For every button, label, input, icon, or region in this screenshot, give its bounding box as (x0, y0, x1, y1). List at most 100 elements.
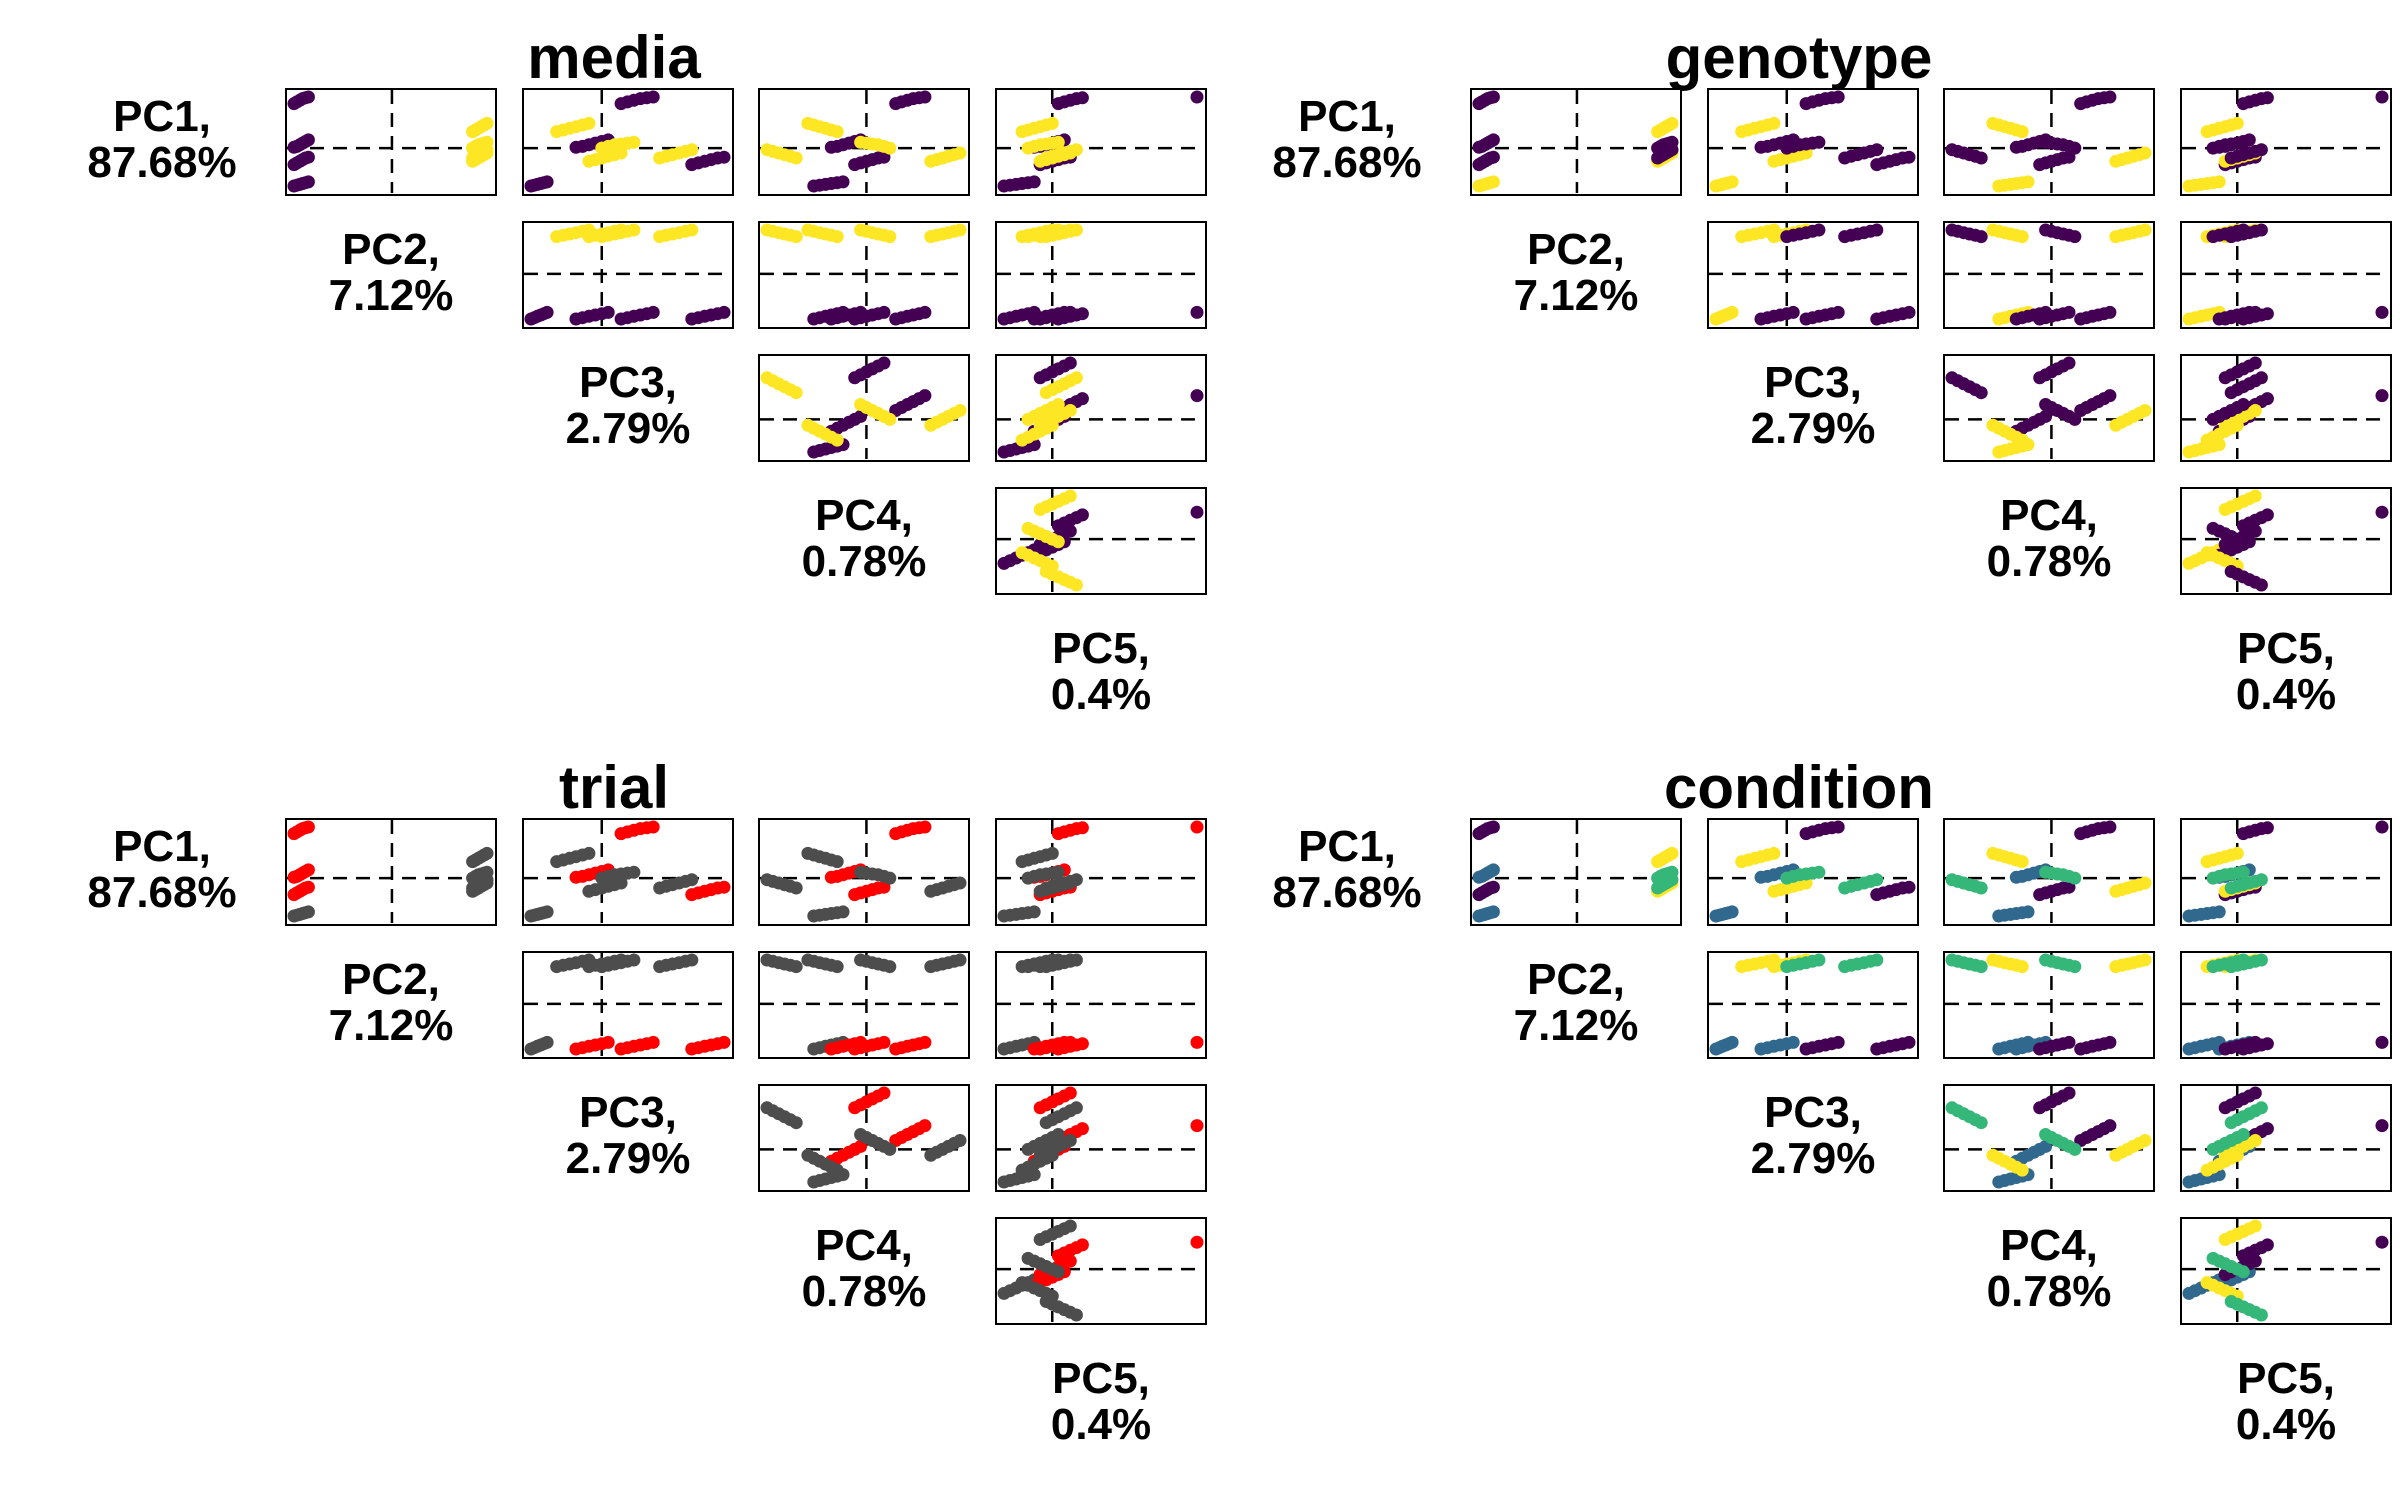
pc-name: PC1, (1298, 822, 1396, 871)
scatter-plot (287, 820, 494, 923)
sample-point (717, 880, 731, 894)
sample-point (1486, 150, 1500, 164)
sample-point (2062, 305, 2076, 319)
sample-point (2138, 223, 2152, 237)
panel-title: media (527, 24, 701, 91)
pc-name: PC2, (342, 955, 440, 1004)
sample-point (1063, 1219, 1077, 1233)
sample-point (2248, 524, 2262, 538)
scatter-plot (997, 356, 1204, 459)
sample-point (2254, 953, 2268, 967)
scatter-cell-pc2-pc3 (522, 221, 734, 329)
sample-point (627, 953, 641, 967)
scatter-plot (760, 223, 967, 326)
sample-point (1069, 1308, 1083, 1322)
sample-point (953, 146, 967, 160)
sample-point (854, 398, 868, 411)
sample-point (2248, 404, 2262, 417)
sample-point (1665, 865, 1679, 879)
scatter-cell-pc1-pc5 (995, 818, 1207, 926)
scatter-cell-pc2-pc5 (2180, 951, 2392, 1059)
sample-point (1027, 905, 1041, 919)
sample-point (1063, 1086, 1077, 1100)
sample-point (2254, 371, 2268, 385)
scatter-cell-pc2-pc3 (522, 951, 734, 1059)
sample-point (627, 223, 641, 237)
pc-label-1: PC1, 87.68% (1237, 94, 1457, 186)
pc-label-5: PC5, 0.4% (991, 626, 1211, 718)
sample-point (2254, 223, 2268, 237)
scatter-cell-pc2-pc3 (1707, 221, 1919, 329)
sample-point (1069, 371, 1083, 385)
sample-point (1063, 356, 1077, 370)
sample-point (1051, 398, 1065, 411)
sample-point (2248, 489, 2262, 503)
sample-point (854, 1128, 868, 1141)
sample-point (2260, 508, 2274, 522)
sample-point (1945, 143, 1959, 157)
sample-point (1051, 223, 1065, 237)
sample-point (301, 133, 315, 147)
sample-point (760, 953, 774, 967)
scatter-plot (2182, 90, 2389, 193)
sample-point (1069, 578, 1083, 592)
sample-point (301, 150, 315, 164)
sample-point (918, 1119, 932, 1133)
sample-point (2254, 873, 2268, 887)
sample-point (1986, 223, 2000, 237)
pc-variance: 0.78% (801, 1267, 927, 1316)
scatter-cell-pc1-pc3 (1707, 818, 1919, 926)
scatter-cell-pc1-pc4 (758, 818, 970, 926)
pc-label-5: PC5, 0.4% (2176, 626, 2396, 718)
sample-point (1063, 489, 1077, 503)
sample-point (1063, 404, 1077, 417)
sample-point (2138, 404, 2152, 417)
sample-point (1786, 305, 1800, 319)
pc-label-2: PC2, 7.12% (1466, 227, 1686, 319)
sample-point (717, 150, 731, 164)
sample-point (1063, 1254, 1077, 1268)
sample-point (801, 116, 815, 130)
sample-point (2103, 1119, 2117, 1133)
sample-point (1945, 1101, 1959, 1115)
sample-point (854, 953, 868, 967)
scatter-cell-pc3-pc5 (995, 354, 1207, 462)
sample-point (2236, 535, 2250, 549)
scatter-plot (760, 953, 967, 1056)
sample-point (1190, 90, 1204, 104)
sample-point (1767, 116, 1781, 130)
pc-name: PC3, (1764, 358, 1862, 407)
sample-point (646, 1035, 660, 1049)
scatter-cell-pc1-pc5 (2180, 818, 2392, 926)
sample-point (2248, 1219, 2262, 1233)
sample-point (2260, 1238, 2274, 1252)
sample-point (2103, 820, 2117, 834)
sample-point (2021, 175, 2035, 189)
sample-point (2138, 146, 2152, 160)
sample-point (1945, 873, 1959, 887)
sample-point (1945, 223, 1959, 237)
sample-point (1075, 1122, 1089, 1136)
sample-point (1075, 307, 1089, 321)
sample-point (2103, 389, 2117, 403)
sample-point (2375, 505, 2389, 519)
sample-point (1986, 418, 2000, 432)
sample-point (953, 1134, 967, 1147)
pc-label-3: PC3, 2.79% (518, 1090, 738, 1182)
scatter-cell-pc1-pc5 (995, 88, 1207, 196)
sample-point (2254, 143, 2268, 157)
pc-variance: 2.79% (565, 1134, 691, 1183)
scatter-plot (1709, 223, 1916, 326)
sample-point (877, 1086, 891, 1100)
sample-point (801, 953, 815, 967)
sample-point (1902, 880, 1916, 894)
scatter-plot (2182, 356, 2389, 459)
sample-point (1075, 1037, 1089, 1051)
pc-variance: 0.4% (1050, 1400, 1152, 1449)
pc-name: PC4, (2000, 1221, 2098, 1270)
sample-point (2260, 91, 2274, 105)
sample-point (1870, 223, 1884, 237)
pc-label-2: PC2, 7.12% (1466, 957, 1686, 1049)
scatter-plot (1472, 90, 1679, 193)
sample-point (1986, 1148, 2000, 1162)
